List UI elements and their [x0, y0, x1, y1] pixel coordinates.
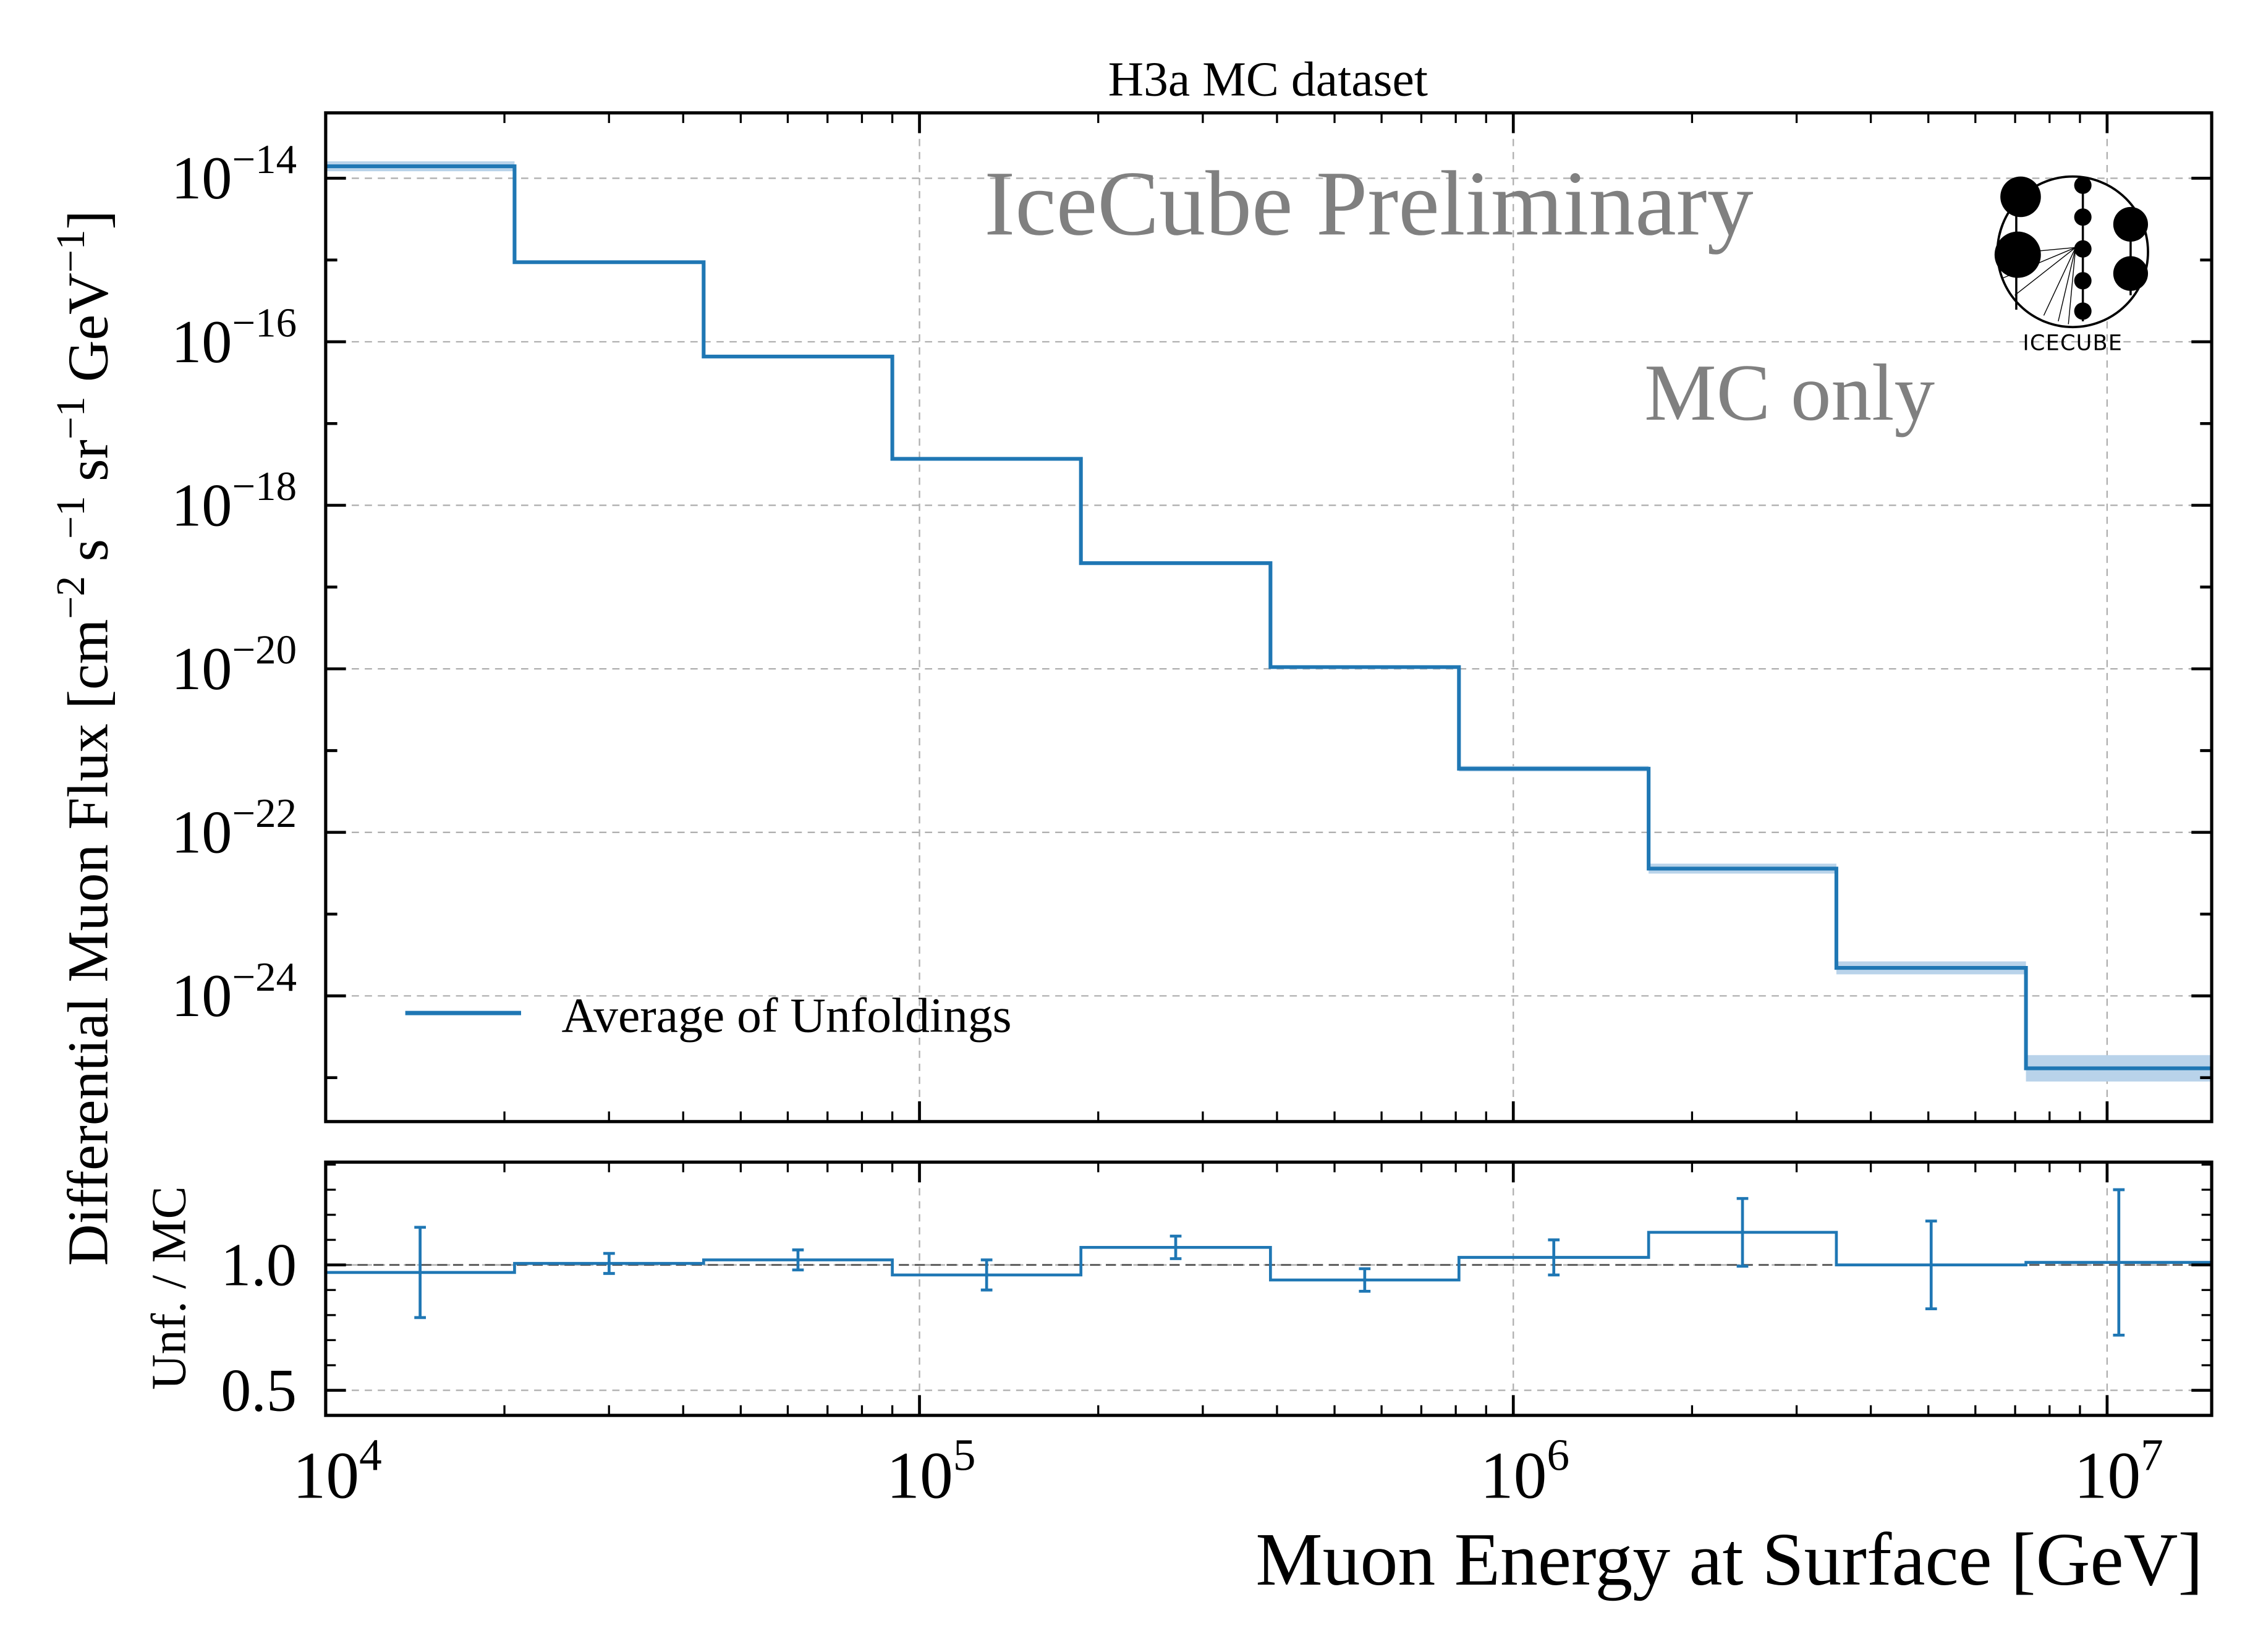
x-tick-label: 105	[886, 1430, 975, 1512]
ratio-axes-frame	[324, 1160, 2213, 1417]
y-tick-label: 10−18	[171, 464, 297, 539]
x-axis-label: Muon Energy at Surface [GeV]	[1255, 1518, 2203, 1601]
flux-step-line	[325, 164, 2212, 1070]
icecube-logo: IceCube	[1994, 175, 2149, 356]
x-tick-label: 104	[292, 1430, 381, 1512]
ratio-y-tick-label: 1.0	[221, 1231, 297, 1298]
preliminary-label: IceCube Preliminary	[984, 152, 1753, 255]
x-tick-label: 107	[2074, 1430, 2163, 1512]
ticks	[324, 112, 2212, 1417]
legend: Average of Unfoldings	[405, 989, 1012, 1043]
flux-steps	[325, 164, 2212, 1070]
mc-only-label: MC only	[1644, 348, 1935, 438]
y-axis-label: Differential Muon Flux [cm−2 s−1 sr−1 Ge…	[49, 210, 120, 1266]
y-tick-label: 10−22	[171, 790, 297, 866]
tick-labels: 10−14 10−16 10−18 10−20 10−22 10−24 104 105 106 1…	[171, 137, 2163, 1513]
ratio-y-axis-label: Unf. / MC	[142, 1186, 197, 1390]
legend-label: Average of Unfoldings	[562, 989, 1012, 1043]
y-tick-label: 10−16	[171, 300, 297, 375]
ratio-steps	[325, 1188, 2212, 1337]
ratio-grid	[325, 1162, 2212, 1416]
chart-title: H3a MC dataset	[1108, 53, 1428, 107]
ratio-step-line	[325, 1231, 2212, 1282]
y-tick-label: 10−20	[171, 627, 297, 703]
ratio-y-tick-label: 0.5	[221, 1357, 297, 1424]
x-tick-label: 106	[1480, 1430, 1569, 1512]
logo-text: IceCube	[2022, 331, 2123, 356]
y-tick-label: 10−14	[171, 137, 297, 212]
y-tick-label: 10−24	[171, 954, 297, 1030]
main-axes-frame	[324, 111, 2213, 1124]
